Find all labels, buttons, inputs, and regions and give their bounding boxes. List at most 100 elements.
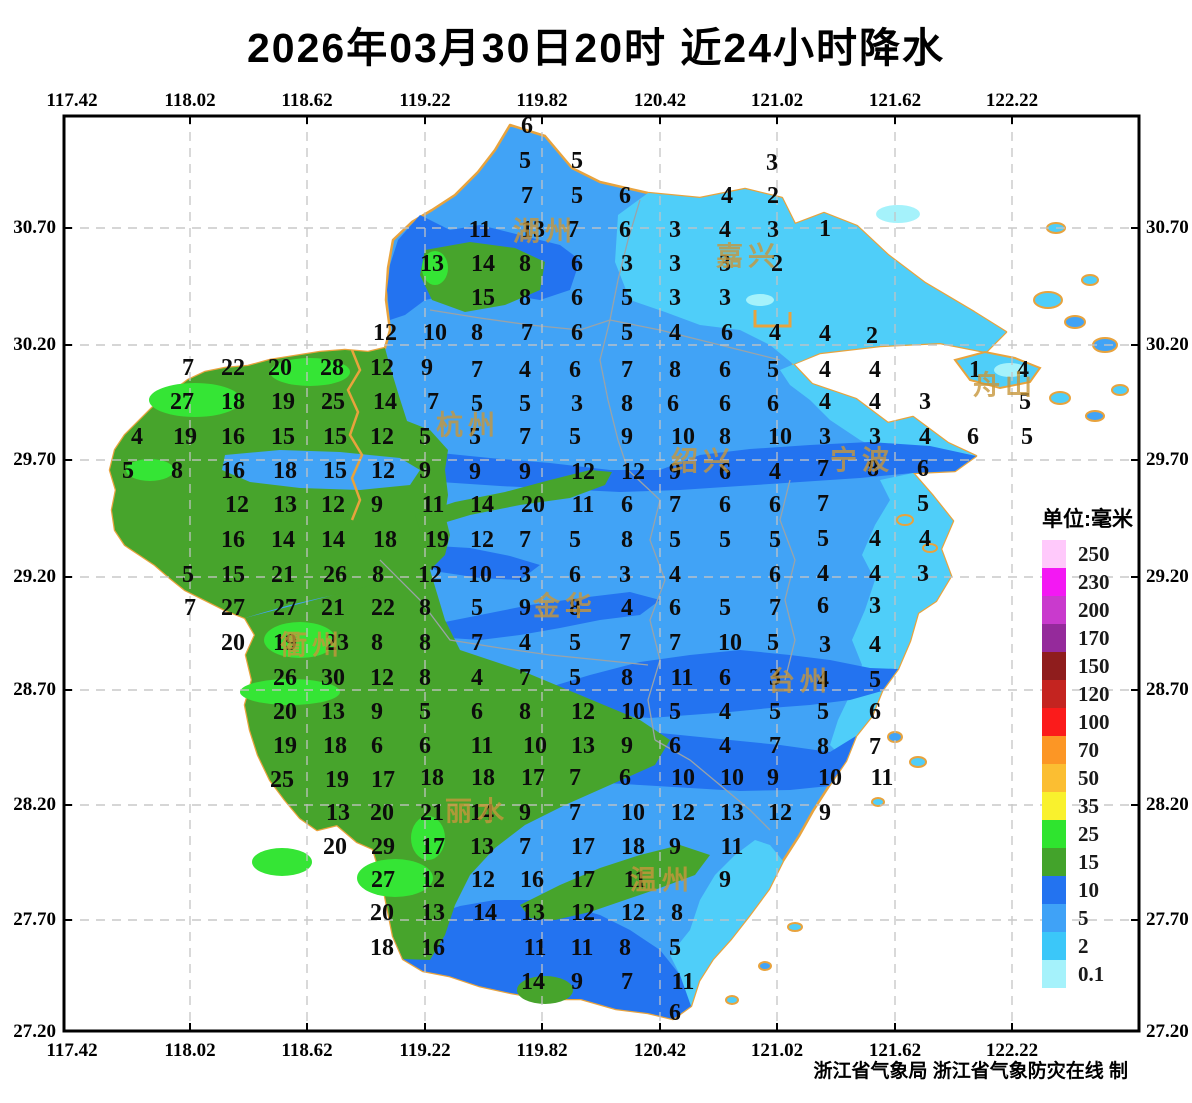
y-tick-label-right: 29.20 <box>1146 566 1189 587</box>
precip-value: 22 <box>371 595 395 621</box>
rain-region-bright-1 <box>149 383 241 417</box>
precip-value: 6 <box>719 357 731 383</box>
precip-value: 6 <box>571 251 583 277</box>
precip-value: 9 <box>519 459 531 485</box>
precip-value: 23 <box>325 630 349 656</box>
precip-value: 28 <box>320 355 344 381</box>
precip-value: 13 <box>571 733 595 759</box>
city-label-台州: 台州 <box>768 666 832 697</box>
rain-region-light-ningbo <box>780 353 976 473</box>
precip-value: 7 <box>184 595 196 621</box>
precip-value: 12 <box>321 492 345 518</box>
precip-value: 16 <box>520 867 544 893</box>
rain-region-bright-5 <box>240 679 340 705</box>
legend-value-label: 120 <box>1078 681 1110 706</box>
x-tick-label-top: 119.22 <box>399 90 451 111</box>
precip-value: 7 <box>471 357 483 383</box>
precip-value: 13 <box>420 251 444 277</box>
precip-value: 13 <box>273 492 297 518</box>
precip-value: 8 <box>371 630 383 656</box>
precip-value: 20 <box>521 492 545 518</box>
precip-value: 5 <box>419 424 431 450</box>
precip-value: 12 <box>571 459 595 485</box>
precip-value: 14 <box>470 800 494 826</box>
precip-value: 9 <box>669 834 681 860</box>
precip-value: 3 <box>669 285 681 311</box>
precip-value: 6 <box>569 562 581 588</box>
precip-value: 10 <box>621 800 645 826</box>
precip-value: 12 <box>621 459 645 485</box>
city-label-宁波: 宁波 <box>830 445 894 476</box>
y-tick-label-right: 28.70 <box>1146 679 1189 700</box>
precip-value: 14 <box>521 969 545 995</box>
rain-region-bright-9 <box>422 251 448 285</box>
rain-region-bright-4 <box>264 622 336 658</box>
rain-region-pale-2 <box>746 294 774 306</box>
precip-value: 7 <box>817 491 829 517</box>
precip-value: 12 <box>470 527 494 553</box>
precip-value: 6 <box>769 562 781 588</box>
precip-value: 3 <box>819 424 831 450</box>
islands <box>725 222 1129 1005</box>
precip-value: 6 <box>719 459 731 485</box>
rain-region-green-spot <box>517 976 573 1004</box>
rain-region-deep-b2 <box>415 545 540 580</box>
precip-value: 9 <box>419 458 431 484</box>
precip-value: 5 <box>621 320 633 346</box>
precip-value: 4 <box>621 595 633 621</box>
precip-value: 5 <box>569 424 581 450</box>
precip-value: 11 <box>421 492 445 518</box>
precip-value: 19 <box>173 424 197 450</box>
bay-structure <box>753 310 792 328</box>
precip-value: 9 <box>469 459 481 485</box>
legend-value-label: 5 <box>1078 905 1089 930</box>
precip-value: 9 <box>371 492 383 518</box>
precip-value: 7 <box>519 527 531 553</box>
precip-value: 10 <box>523 733 547 759</box>
precip-value: 12 <box>571 900 595 926</box>
precip-value: 21 <box>271 562 295 588</box>
precip-value: 10 <box>671 424 695 450</box>
precip-value: 3 <box>621 251 633 277</box>
legend-value-label: 70 <box>1078 737 1099 762</box>
precip-value: 3 <box>767 217 779 243</box>
precip-value: 8 <box>519 699 531 725</box>
precip-value: 8 <box>621 527 633 553</box>
city-label-舟山: 舟山 <box>973 370 1037 401</box>
y-tick-label-left: 30.20 <box>13 334 56 355</box>
precip-value: 12 <box>768 800 792 826</box>
x-tick-label-top: 117.42 <box>46 90 98 111</box>
precip-value: 17 <box>371 767 395 793</box>
precip-value: 19 <box>273 630 297 656</box>
precip-value: 3 <box>519 562 531 588</box>
precip-value: 17 <box>521 765 545 791</box>
precip-value: 21 <box>420 800 444 826</box>
x-tick-label-top: 122.22 <box>985 90 1039 111</box>
legend-color-swatch <box>1042 792 1066 820</box>
precip-value: 14 <box>373 389 397 415</box>
rain-region-deep-b3 <box>430 592 660 640</box>
precip-value: 11 <box>468 217 492 243</box>
precip-value: 10 <box>671 765 695 791</box>
precip-value: 6 <box>767 391 779 417</box>
precip-value: 5 <box>917 491 929 517</box>
precip-value: 4 <box>919 526 931 552</box>
precip-value: 3 <box>619 562 631 588</box>
precip-value: 4 <box>721 183 733 209</box>
precip-value: 16 <box>421 935 445 961</box>
legend-color-swatch <box>1042 876 1066 904</box>
precip-value: 6 <box>621 492 633 518</box>
precip-value: 25 <box>321 389 345 415</box>
precip-value: 3 <box>669 251 681 277</box>
precip-value: 11 <box>571 492 595 518</box>
precip-value: 19 <box>273 733 297 759</box>
precip-value: 3 <box>719 285 731 311</box>
precip-value: 8 <box>671 900 683 926</box>
city-label-绍兴: 绍兴 <box>671 446 735 477</box>
precip-value: 12 <box>421 867 445 893</box>
precip-value: 6 <box>571 285 583 311</box>
legend-color-swatch <box>1042 708 1066 736</box>
precip-value: 11 <box>870 765 894 791</box>
precip-value: 18 <box>420 765 444 791</box>
precip-value: 3 <box>571 391 583 417</box>
